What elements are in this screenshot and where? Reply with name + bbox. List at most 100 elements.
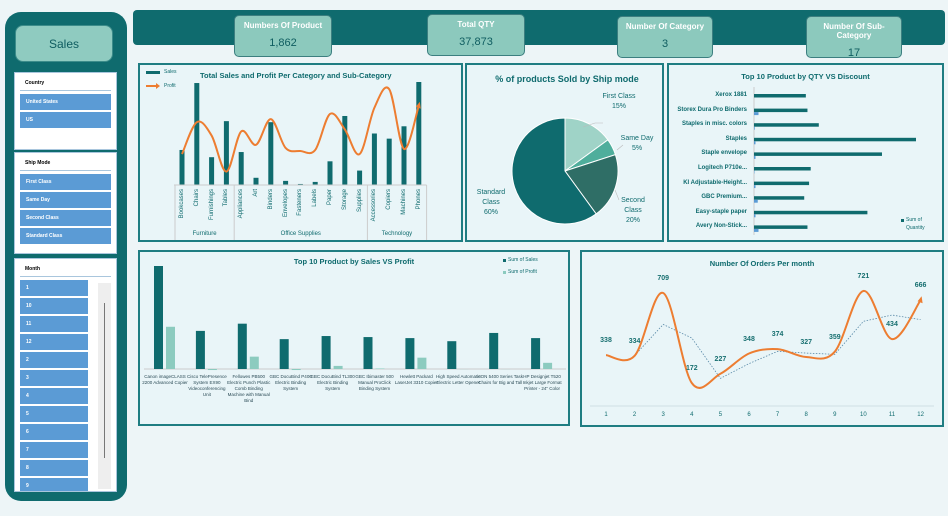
category-label: Staples <box>725 135 747 142</box>
month-slicer: Month 1 10 11 12 2 3 4 5 6 7 8 9 <box>14 258 117 492</box>
chart-title: Top 10 Product by QTY VS Discount <box>741 72 870 81</box>
slicer-item[interactable]: 9 <box>20 478 88 491</box>
profit-bar <box>417 357 427 369</box>
slicer-item[interactable]: 1 <box>20 280 88 296</box>
slicer-item[interactable]: Standard Class <box>20 228 111 244</box>
leader-line <box>582 122 603 128</box>
sales-bar <box>401 126 407 185</box>
slicer-item[interactable]: 11 <box>20 316 88 332</box>
category-label: Staples in misc. colors <box>681 121 747 128</box>
legend-sales-swatch <box>503 259 506 262</box>
kpi-card: Number Of Category 3 <box>617 16 713 58</box>
category-label: Fasteners <box>297 189 304 216</box>
pie-label: First Class 15% <box>599 92 639 112</box>
slicer-item[interactable]: 10 <box>20 298 88 314</box>
category-label: Furnishings <box>208 189 215 221</box>
product-label: GBC DocuBind TL300 Electric Binding Syst… <box>310 374 355 391</box>
discount-bar <box>754 141 756 145</box>
chart-title: Total Sales and Profit Per Category and … <box>200 71 392 80</box>
category-label: Easy-staple paper <box>695 208 747 215</box>
kpi-value: 37,873 <box>459 36 493 48</box>
slicer-item[interactable]: 6 <box>20 424 88 440</box>
discount-bar <box>754 199 758 203</box>
slicer-item[interactable]: Same Day <box>20 192 111 208</box>
orders-line <box>605 290 922 389</box>
slicer-item[interactable]: 8 <box>20 460 88 476</box>
x-tick-label: 2 <box>632 412 637 418</box>
discount-bar <box>754 112 759 116</box>
pie-label: Second Class 20% <box>613 196 653 226</box>
slicer-item[interactable]: First Class <box>20 174 111 190</box>
kpi-card: Number Of Sub-Category 17 <box>806 16 902 59</box>
category-label: Bookcases <box>179 189 185 219</box>
quantity-bar <box>754 167 811 171</box>
quantity-bar <box>754 152 882 156</box>
profit-bar <box>291 369 301 371</box>
x-tick-label: 11 <box>888 412 896 418</box>
slicer-item[interactable]: 12 <box>20 334 88 350</box>
legend-sales-swatch <box>146 71 160 74</box>
slicer-item[interactable]: US <box>20 112 111 128</box>
kpi-card: Numbers Of Product 1,862 <box>234 15 332 57</box>
slicer-item[interactable]: 7 <box>20 442 88 458</box>
quantity-bar <box>754 94 806 98</box>
filter-sidebar: Sales Country United States US Ship Mode… <box>5 12 127 501</box>
sidebar-title: Sales <box>15 25 113 62</box>
discount-bar <box>754 185 756 189</box>
slice-name: Same Day <box>620 135 654 142</box>
group-label: Technology <box>381 231 413 237</box>
product-label: Fellowes PB500 Electric Punch Plastic Co… <box>227 374 271 403</box>
pie-label: Same Day 5% <box>617 134 657 154</box>
slicer-header: Month <box>20 259 111 277</box>
kpi-label: Number Of Sub-Category <box>823 22 885 40</box>
x-tick-label: 9 <box>833 412 837 418</box>
category-label: Staple envelope <box>701 150 747 157</box>
profit-bar <box>333 365 343 369</box>
product-label: GBC Ibimaster 500 Manual ProClick Bindin… <box>355 374 394 391</box>
x-tick-label: 6 <box>747 412 751 418</box>
product-label: Cisco TelePresence System EX90 Videoconf… <box>187 374 227 397</box>
slicer-item[interactable]: 3 <box>20 370 88 386</box>
category-label: Storex Dura Pro Binders <box>677 106 747 113</box>
data-label: 348 <box>743 335 755 343</box>
product-label: HON 5400 Series Task Chairs for Big and … <box>477 374 524 385</box>
profit-bar <box>207 369 217 371</box>
sales-bar <box>268 122 274 185</box>
qty-discount-chart: Top 10 Product by QTY VS Discount Xerox 1… <box>667 63 944 242</box>
scrollbar[interactable] <box>98 283 111 489</box>
sales-bar <box>209 157 215 185</box>
slice-value: 5% <box>631 145 643 152</box>
legend-swatch <box>901 219 904 222</box>
slicer-item[interactable]: United States <box>20 94 111 110</box>
slicer-item[interactable]: Second Class <box>20 210 111 226</box>
sales-bar <box>405 338 415 369</box>
chart-canvas <box>590 290 934 407</box>
leader-line <box>614 189 620 201</box>
x-tick-label: 10 <box>860 412 867 418</box>
slicer-item[interactable]: 5 <box>20 406 88 422</box>
country-slicer: Country United States US <box>14 72 117 150</box>
x-tick-label: 12 <box>917 412 924 418</box>
data-label: 666 <box>914 282 927 290</box>
pie-label: Standard Class 60% <box>471 188 511 218</box>
leader-line <box>616 144 624 151</box>
quantity-bar <box>754 196 805 200</box>
x-tick-label: 3 <box>661 412 665 418</box>
quantity-bar <box>754 210 868 215</box>
legend-profit-arrow <box>156 83 160 89</box>
x-tick-label: 4 <box>690 412 694 418</box>
category-label: Tables <box>223 189 230 207</box>
product-label: High Speed Automatic Electric Letter Ope… <box>436 374 481 385</box>
slicer-item[interactable]: 2 <box>20 352 88 368</box>
slicer-item[interactable]: 4 <box>20 388 88 404</box>
sales-bar <box>279 339 289 369</box>
chart-canvas <box>511 117 624 225</box>
legend-label: Profit <box>164 83 176 89</box>
x-tick-label: 8 <box>804 412 808 418</box>
chart-canvas <box>144 259 566 371</box>
category-label: Appliances <box>238 189 245 219</box>
category-label: Envelopes <box>282 189 289 218</box>
data-label: 327 <box>800 339 813 347</box>
data-label: 374 <box>771 331 784 339</box>
sales-bar <box>321 336 331 369</box>
